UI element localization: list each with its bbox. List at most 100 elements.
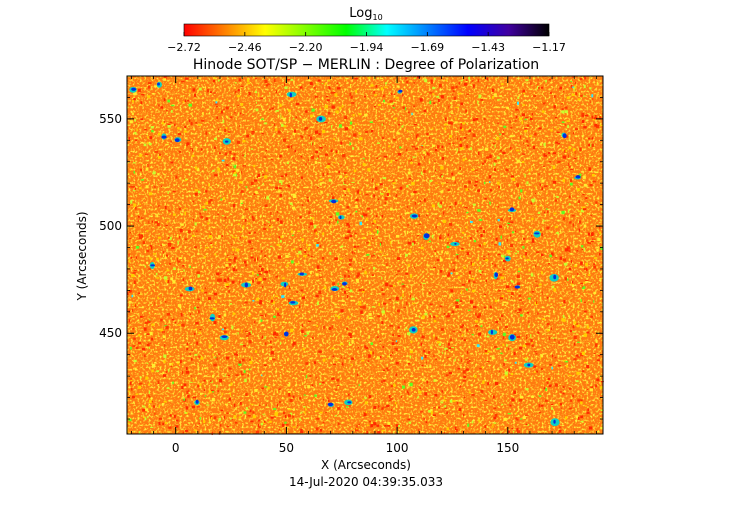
texture-speck [502, 129, 505, 131]
texture-speck [497, 181, 500, 185]
texture-speck [362, 212, 365, 217]
texture-speck [522, 245, 525, 249]
texture-speck [518, 366, 520, 370]
texture-speck [416, 76, 421, 79]
texture-speck [430, 408, 433, 412]
texture-speck [522, 89, 526, 93]
texture-speck [150, 126, 154, 129]
texture-speck [133, 98, 136, 101]
texture-speck [587, 408, 590, 412]
texture-speck [167, 99, 170, 103]
texture-speck [402, 293, 404, 298]
texture-speck [399, 146, 402, 149]
texture-speck [542, 165, 545, 167]
texture-speck [210, 198, 213, 202]
texture-speck [216, 272, 220, 276]
texture-speck [292, 395, 295, 399]
texture-speck [445, 79, 447, 82]
texture-speck [524, 128, 528, 130]
texture-speck [218, 431, 221, 435]
texture-speck [278, 401, 281, 404]
texture-speck [311, 384, 314, 387]
high-polarization-patch [330, 286, 340, 292]
texture-speck [334, 93, 338, 97]
texture-speck [268, 224, 271, 227]
texture-speck [130, 379, 133, 382]
texture-speck [534, 192, 536, 195]
texture-speck [421, 378, 425, 382]
texture-speck [465, 368, 469, 371]
texture-speck [344, 193, 347, 197]
texture-speck [231, 276, 234, 280]
texture-speck [273, 331, 277, 336]
x-axis-ticks: 0 50 100 150 [131, 76, 597, 455]
texture-speck [458, 399, 462, 402]
texture-speck [458, 172, 462, 175]
texture-speck [238, 360, 242, 364]
texture-speck [439, 258, 443, 262]
texture-speck [147, 416, 149, 419]
texture-speck [210, 245, 213, 249]
texture-speck [524, 357, 527, 360]
texture-speck [130, 200, 133, 204]
texture-speck [154, 412, 156, 415]
texture-speck [441, 174, 444, 178]
texture-speck [146, 362, 149, 364]
texture-speck [214, 300, 218, 304]
texture-speck [313, 229, 317, 233]
texture-speck [382, 302, 387, 305]
texture-speck [525, 116, 529, 119]
texture-speck [392, 182, 396, 185]
texture-speck [201, 289, 204, 292]
texture-speck [496, 156, 500, 160]
texture-speck [196, 271, 200, 274]
texture-speck [593, 352, 596, 354]
high-polarization-patch [316, 115, 326, 123]
texture-speck [132, 327, 134, 330]
texture-speck [128, 418, 132, 422]
texture-speck [321, 83, 324, 85]
texture-speck [470, 261, 472, 265]
texture-speck [279, 240, 282, 243]
texture-speck [408, 421, 412, 424]
texture-speck [316, 265, 320, 269]
texture-speck [302, 323, 304, 328]
texture-speck [248, 312, 250, 315]
texture-speck [484, 258, 489, 262]
texture-speck [506, 249, 510, 254]
texture-speck [227, 131, 231, 133]
texture-speck [142, 416, 146, 418]
texture-speck [446, 315, 451, 318]
texture-speck [336, 378, 340, 382]
texture-speck [229, 151, 232, 154]
texture-speck [541, 232, 543, 237]
texture-speck [193, 378, 195, 382]
texture-speck [507, 413, 511, 415]
texture-speck [215, 101, 218, 104]
texture-speck [353, 252, 355, 254]
texture-speck [413, 82, 415, 84]
texture-speck [340, 165, 342, 168]
texture-speck [495, 237, 498, 241]
texture-speck [593, 257, 597, 259]
texture-speck [327, 194, 330, 196]
texture-speck [529, 117, 533, 121]
texture-speck [213, 363, 217, 367]
texture-speck [217, 235, 221, 238]
texture-speck [241, 358, 245, 362]
texture-speck [503, 259, 507, 263]
texture-speck [170, 411, 172, 415]
texture-speck [328, 399, 330, 403]
texture-speck [302, 239, 304, 242]
texture-speck [455, 106, 459, 108]
texture-speck [185, 77, 189, 80]
texture-speck [447, 241, 449, 245]
texture-speck [384, 202, 387, 205]
texture-speck [177, 304, 182, 307]
texture-speck [169, 414, 172, 417]
texture-speck [395, 342, 398, 345]
texture-speck [127, 422, 130, 425]
texture-speck [376, 230, 379, 234]
texture-speck [292, 234, 294, 236]
texture-speck [138, 235, 143, 240]
